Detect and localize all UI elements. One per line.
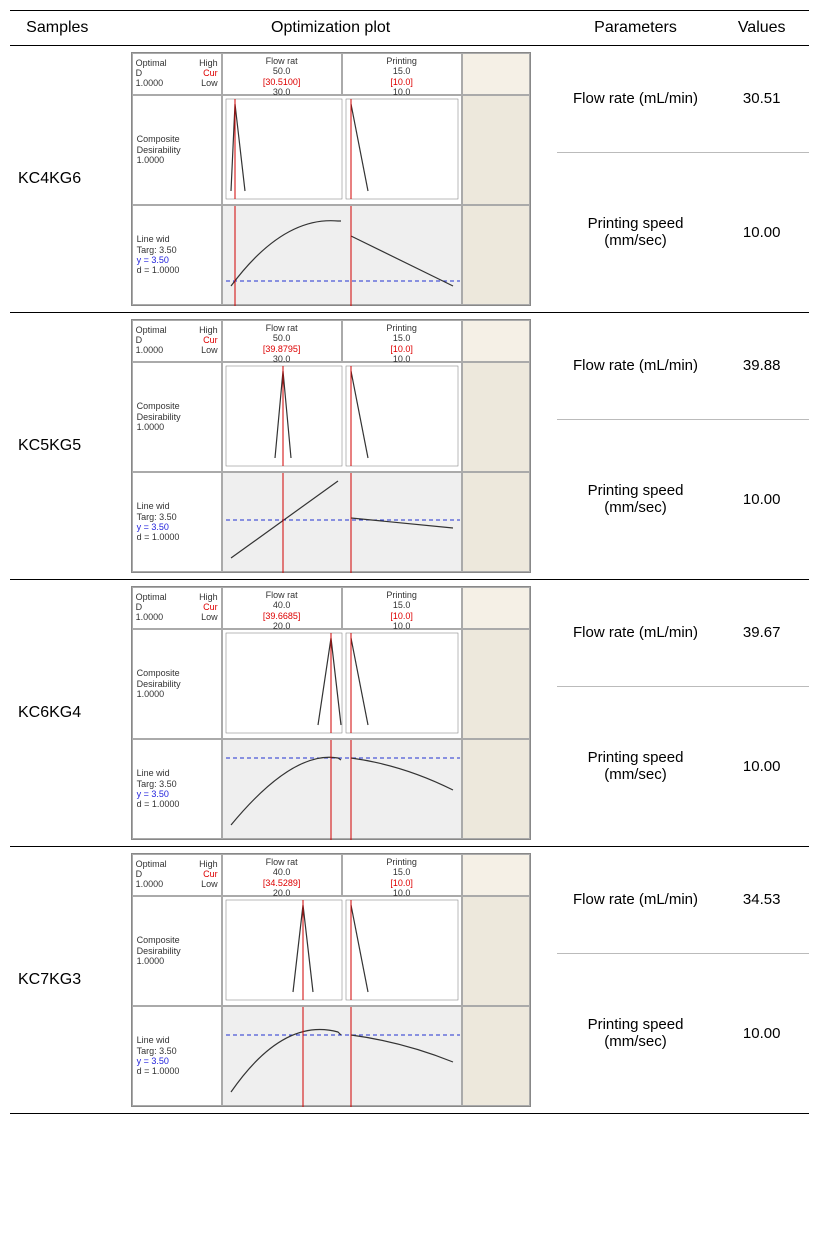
table-row: KC5KG5 Optimal High D Cur 1.0000 Low Flo… xyxy=(10,313,809,420)
plot-header-flow: Flow rat 40.0 [39.6685] 20.0 xyxy=(222,587,342,629)
param-value: 34.53 xyxy=(714,847,809,954)
table-row: KC7KG3 Optimal High D Cur 1.0000 Low Flo… xyxy=(10,847,809,954)
plot-linewid-label: Line wid Targ: 3.50 y = 3.50 d = 1.0000 xyxy=(132,739,222,839)
header-params: Parameters xyxy=(557,11,715,46)
optimization-plot: Optimal High D Cur 1.0000 Low Flow rat 5… xyxy=(131,319,531,573)
optimization-table: Samples Optimization plot Parameters Val… xyxy=(10,10,809,1114)
plot-bottom-panel xyxy=(222,739,462,839)
plot-linewid-label: Line wid Targ: 3.50 y = 3.50 d = 1.0000 xyxy=(132,472,222,572)
param-value: 39.67 xyxy=(714,580,809,687)
header-row: Samples Optimization plot Parameters Val… xyxy=(10,11,809,46)
header-plot: Optimization plot xyxy=(105,11,557,46)
plot-top-panel xyxy=(222,95,462,205)
sample-name: KC6KG4 xyxy=(10,580,105,847)
param-name: Flow rate (mL/min) xyxy=(557,46,715,153)
plot-composite-label: Composite Desirability 1.0000 xyxy=(132,629,222,739)
param-value: 39.88 xyxy=(714,313,809,420)
plot-bottom-panel xyxy=(222,1006,462,1106)
param-value: 10.00 xyxy=(714,419,809,579)
plot-header-print: Printing 15.0 [10.0] 10.0 xyxy=(342,53,462,95)
plot-composite-label: Composite Desirability 1.0000 xyxy=(132,362,222,472)
plot-top-panel xyxy=(222,362,462,472)
plot-composite-label: Composite Desirability 1.0000 xyxy=(132,95,222,205)
plot-header-flow: Flow rat 40.0 [34.5289] 20.0 xyxy=(222,854,342,896)
plot-bottom-panel xyxy=(222,205,462,305)
plot-composite-label: Composite Desirability 1.0000 xyxy=(132,896,222,1006)
param-name: Flow rate (mL/min) xyxy=(557,313,715,420)
plot-cell: Optimal High D Cur 1.0000 Low Flow rat 4… xyxy=(105,847,557,1114)
plot-cell: Optimal High D Cur 1.0000 Low Flow rat 4… xyxy=(105,580,557,847)
param-name: Printing speed (mm/sec) xyxy=(557,953,715,1113)
plot-header-print: Printing 15.0 [10.0] 10.0 xyxy=(342,320,462,362)
plot-cell: Optimal High D Cur 1.0000 Low Flow rat 5… xyxy=(105,313,557,580)
sample-name: KC5KG5 xyxy=(10,313,105,580)
plot-linewid-label: Line wid Targ: 3.50 y = 3.50 d = 1.0000 xyxy=(132,205,222,305)
param-name: Printing speed (mm/sec) xyxy=(557,686,715,846)
plot-top-panel xyxy=(222,896,462,1006)
sample-name: KC4KG6 xyxy=(10,46,105,313)
header-samples: Samples xyxy=(10,11,105,46)
optimization-plot: Optimal High D Cur 1.0000 Low Flow rat 4… xyxy=(131,853,531,1107)
plot-header-print: Printing 15.0 [10.0] 10.0 xyxy=(342,854,462,896)
plot-header-left: Optimal High D Cur 1.0000 Low xyxy=(132,320,222,362)
table-row: KC6KG4 Optimal High D Cur 1.0000 Low Flo… xyxy=(10,580,809,687)
param-value: 10.00 xyxy=(714,953,809,1113)
plot-cell: Optimal High D Cur 1.0000 Low Flow rat 5… xyxy=(105,46,557,313)
param-name: Flow rate (mL/min) xyxy=(557,847,715,954)
plot-header-print: Printing 15.0 [10.0] 10.0 xyxy=(342,587,462,629)
plot-linewid-label: Line wid Targ: 3.50 y = 3.50 d = 1.0000 xyxy=(132,1006,222,1106)
plot-header-flow: Flow rat 50.0 [39.8795] 30.0 xyxy=(222,320,342,362)
optimization-plot: Optimal High D Cur 1.0000 Low Flow rat 5… xyxy=(131,52,531,306)
param-value: 30.51 xyxy=(714,46,809,153)
param-value: 10.00 xyxy=(714,686,809,846)
plot-bottom-panel xyxy=(222,472,462,572)
plot-header-flow: Flow rat 50.0 [30.5100] 30.0 xyxy=(222,53,342,95)
plot-top-panel xyxy=(222,629,462,739)
param-name: Flow rate (mL/min) xyxy=(557,580,715,687)
sample-name: KC7KG3 xyxy=(10,847,105,1114)
optimization-plot: Optimal High D Cur 1.0000 Low Flow rat 4… xyxy=(131,586,531,840)
param-name: Printing speed (mm/sec) xyxy=(557,152,715,312)
table-row: KC4KG6 Optimal High D Cur 1.0000 Low Flo… xyxy=(10,46,809,153)
param-name: Printing speed (mm/sec) xyxy=(557,419,715,579)
header-values: Values xyxy=(714,11,809,46)
plot-header-left: Optimal High D Cur 1.0000 Low xyxy=(132,854,222,896)
plot-header-left: Optimal High D Cur 1.0000 Low xyxy=(132,53,222,95)
param-value: 10.00 xyxy=(714,152,809,312)
plot-header-left: Optimal High D Cur 1.0000 Low xyxy=(132,587,222,629)
